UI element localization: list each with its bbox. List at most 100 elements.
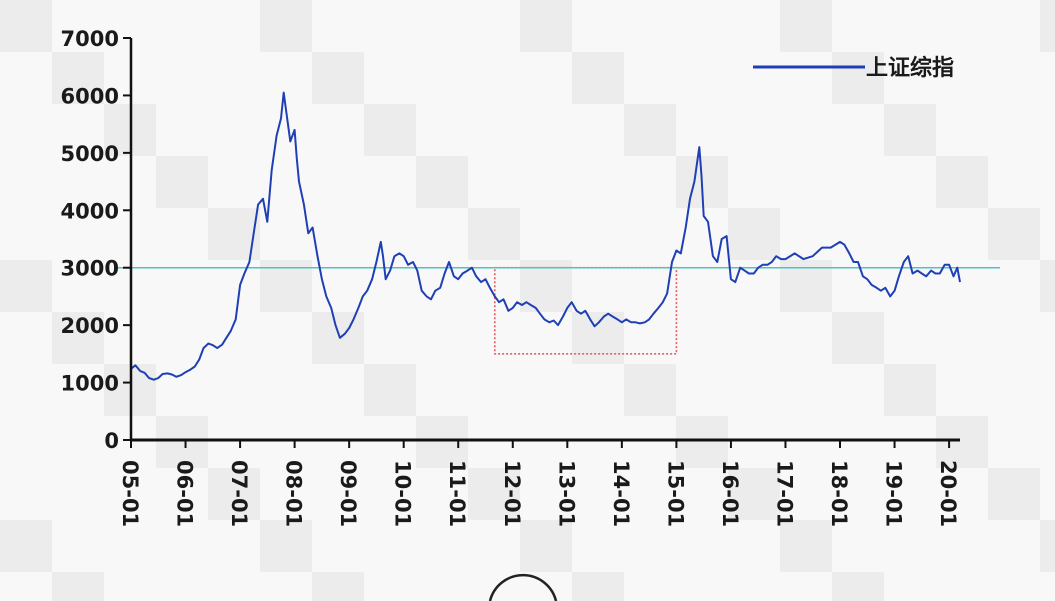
bg-tile bbox=[676, 520, 728, 572]
bg-tile bbox=[832, 208, 884, 260]
bg-tile bbox=[780, 208, 832, 260]
bg-tile bbox=[364, 104, 416, 156]
bg-tile bbox=[312, 364, 364, 416]
bg-tile bbox=[416, 364, 468, 416]
bg-tile bbox=[156, 572, 208, 601]
x-tick-label: 06-01 bbox=[173, 460, 197, 527]
bg-tile bbox=[104, 572, 156, 601]
bg-tile bbox=[624, 0, 676, 52]
bg-tile bbox=[364, 468, 416, 520]
bg-tile bbox=[208, 364, 260, 416]
bg-tile bbox=[780, 260, 832, 312]
bg-tile bbox=[364, 572, 416, 601]
y-tick-label: 2000 bbox=[61, 314, 119, 338]
bg-tile bbox=[416, 104, 468, 156]
bg-tile bbox=[1040, 468, 1055, 520]
bg-tile bbox=[988, 0, 1040, 52]
bg-tile bbox=[156, 0, 208, 52]
bg-tile bbox=[260, 52, 312, 104]
bg-tile bbox=[416, 572, 468, 601]
bg-tile bbox=[208, 52, 260, 104]
bg-tile bbox=[832, 104, 884, 156]
bg-tile bbox=[468, 104, 520, 156]
bg-tile bbox=[520, 52, 572, 104]
bg-tile bbox=[520, 104, 572, 156]
bg-tile bbox=[988, 260, 1040, 312]
bg-tile bbox=[884, 260, 936, 312]
bg-tile bbox=[208, 416, 260, 468]
bg-tile bbox=[1040, 208, 1055, 260]
bg-tile bbox=[208, 0, 260, 52]
bg-tile bbox=[624, 520, 676, 572]
bg-tile bbox=[988, 520, 1040, 572]
bg-tile bbox=[624, 312, 676, 364]
bg-tile bbox=[364, 52, 416, 104]
bg-tile bbox=[52, 312, 104, 364]
bg-tile bbox=[1040, 104, 1055, 156]
bg-tile bbox=[624, 572, 676, 601]
bg-tile bbox=[676, 0, 728, 52]
bg-tile bbox=[988, 572, 1040, 601]
bg-tile bbox=[0, 104, 52, 156]
bg-tile bbox=[884, 312, 936, 364]
bg-tile bbox=[572, 104, 624, 156]
legend-label: 上证综指 bbox=[866, 55, 954, 81]
x-tick-label: 14-01 bbox=[609, 460, 633, 527]
bg-tile bbox=[676, 468, 728, 520]
bg-tile bbox=[728, 468, 780, 520]
bg-tile bbox=[416, 520, 468, 572]
bg-tile bbox=[52, 416, 104, 468]
bg-tile bbox=[520, 364, 572, 416]
bg-tile bbox=[520, 520, 572, 572]
bg-tile bbox=[936, 260, 988, 312]
bg-tile bbox=[884, 0, 936, 52]
x-tick-label: 15-01 bbox=[663, 460, 687, 527]
legend: 上证综指 bbox=[753, 55, 954, 81]
series-layer bbox=[130, 91, 961, 381]
bg-tile bbox=[312, 52, 364, 104]
bg-tile bbox=[884, 364, 936, 416]
bg-tile bbox=[936, 208, 988, 260]
bg-tile bbox=[0, 312, 52, 364]
bg-tile bbox=[364, 0, 416, 52]
x-ticks-layer: 05-01 06-01 07-01 08-01 09-01 10-01 11-01 12-01… bbox=[118, 440, 960, 527]
bg-tile bbox=[0, 208, 52, 260]
bg-tile bbox=[884, 156, 936, 208]
x-tick-label: 17-01 bbox=[772, 460, 796, 527]
bg-tile bbox=[1040, 416, 1055, 468]
bg-tile bbox=[52, 260, 104, 312]
bg-tile bbox=[780, 416, 832, 468]
bg-tile bbox=[572, 0, 624, 52]
bg-tile bbox=[676, 260, 728, 312]
axes-layer bbox=[129, 38, 960, 442]
y-tick-label: 4000 bbox=[61, 199, 119, 223]
bg-tile bbox=[0, 520, 52, 572]
bg-tile bbox=[260, 0, 312, 52]
bg-tile bbox=[780, 52, 832, 104]
bg-tile bbox=[884, 520, 936, 572]
x-tick-label: 18-01 bbox=[827, 460, 851, 527]
bg-tile bbox=[728, 364, 780, 416]
bg-tile bbox=[260, 364, 312, 416]
bg-tile bbox=[312, 520, 364, 572]
bg-tile bbox=[260, 312, 312, 364]
bg-tile bbox=[936, 364, 988, 416]
bg-tile bbox=[780, 572, 832, 601]
bg-tile bbox=[780, 0, 832, 52]
bg-tile bbox=[312, 104, 364, 156]
bg-tile bbox=[832, 572, 884, 601]
bg-tile bbox=[416, 468, 468, 520]
bg-tile bbox=[936, 52, 988, 104]
bg-tile bbox=[468, 156, 520, 208]
bg-tile bbox=[728, 52, 780, 104]
bg-tile bbox=[468, 208, 520, 260]
bg-tile bbox=[156, 260, 208, 312]
bg-tile bbox=[208, 520, 260, 572]
bg-tile bbox=[520, 156, 572, 208]
bg-tile bbox=[572, 364, 624, 416]
y-tick-label: 1000 bbox=[61, 372, 119, 396]
bg-tile bbox=[832, 312, 884, 364]
bg-tile bbox=[260, 260, 312, 312]
bg-tile bbox=[1040, 156, 1055, 208]
